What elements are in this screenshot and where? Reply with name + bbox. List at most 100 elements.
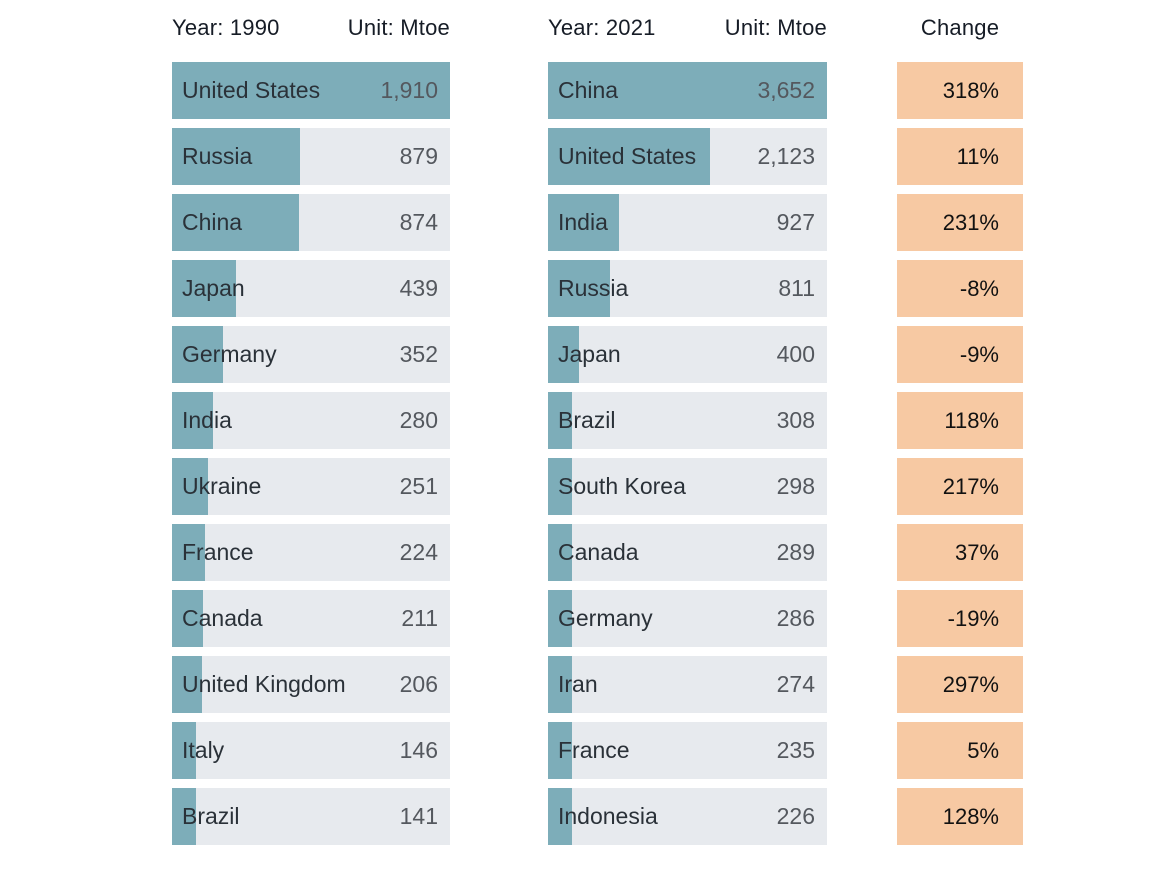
change-cell: -8% [897,260,1023,317]
bar-row: Russia 879 [172,128,450,185]
panel-change: Change 318% 11% 231% -8% -9% 118% 217% 3… [897,14,1023,854]
country-label: United Kingdom [182,671,346,697]
bar-row: Russia 811 [548,260,827,317]
unit-label-1990: Unit: Mtoe [347,15,450,40]
value-label: 289 [776,539,815,565]
bar-fill [172,62,450,119]
country-label: South Korea [558,473,686,499]
country-label: Japan [558,341,621,367]
year-label-1990: Year: 1990 [172,15,280,40]
change-rows: 318% 11% 231% -8% -9% 118% 217% 37% -19%… [897,62,1023,845]
value-label: 879 [399,143,438,169]
bar-fill [548,458,572,515]
change-value: 11% [956,143,999,169]
value-label: 224 [399,539,438,565]
bar-row: Canada 289 [548,524,827,581]
value-label: 3,652 [757,77,815,103]
panel-1990-rows: United States 1,910 Russia 879 China 874… [172,62,450,845]
change-value: -9% [959,341,999,367]
bar-row: United States 2,123 [548,128,827,185]
bar-row: India 927 [548,194,827,251]
value-label: 235 [776,737,815,763]
bar-row: China 874 [172,194,450,251]
country-label: France [182,539,254,565]
change-value: -19% [947,605,999,631]
change-value: 231% [942,209,999,235]
bar-fill [172,260,236,317]
change-cell: 11% [897,128,1023,185]
bar-fill [548,524,572,581]
value-label: 141 [399,803,438,829]
value-label: 206 [399,671,438,697]
bar-fill [548,392,572,449]
country-label: Japan [182,275,245,301]
bar-row: Italy 146 [172,722,450,779]
country-label: Germany [558,605,653,631]
bar-row: Brazil 141 [172,788,450,845]
country-label: China [182,209,243,235]
country-label: India [558,209,608,235]
value-label: 874 [399,209,438,235]
bar-row: Ukraine 251 [172,458,450,515]
country-label: China [558,77,619,103]
bar-row: United States 1,910 [172,62,450,119]
bar-row: Germany 352 [172,326,450,383]
bar-fill [172,326,224,383]
value-label: 146 [399,737,438,763]
value-label: 274 [776,671,815,697]
change-cell: 5% [897,722,1023,779]
bar-fill [548,788,572,845]
value-label: 251 [399,473,438,499]
change-value: 297% [942,671,999,697]
country-label: Russia [182,143,253,169]
change-header-label: Change [920,15,1000,40]
value-label: 280 [399,407,438,433]
change-value: 217% [942,473,999,499]
bar-fill [172,656,203,713]
bar-row: Canada 211 [172,590,450,647]
change-header: Change [897,14,1023,42]
change-value: -8% [959,275,999,301]
bar-row: Iran 274 [548,656,827,713]
country-label: India [182,407,232,433]
change-value: 128% [942,803,999,829]
country-label: Iran [558,671,598,697]
country-label: Brazil [182,803,240,829]
bar-row: Japan 400 [548,326,827,383]
panel-1990: Year: 1990 Unit: Mtoe United States 1,91… [172,14,450,854]
bar-fill [172,194,300,251]
bar-fill [172,722,196,779]
bar-row: France 224 [172,524,450,581]
change-value: 5% [967,737,999,763]
bar-row: France 235 [548,722,827,779]
value-label: 811 [778,275,815,301]
panel-2021-header: Year: 2021 Unit: Mtoe [548,14,827,42]
country-label: United States [182,77,321,103]
value-label: 927 [776,209,815,235]
bar-fill [172,128,300,185]
value-label: 298 [776,473,815,499]
country-label: Canada [182,605,263,631]
bar-row: Germany 286 [548,590,827,647]
change-cell: -19% [897,590,1023,647]
panel-1990-header: Year: 1990 Unit: Mtoe [172,14,450,42]
change-cell: 118% [897,392,1023,449]
unit-label-2021: Unit: Mtoe [724,15,827,40]
panel-2021: Year: 2021 Unit: Mtoe China 3,652 United… [548,14,827,854]
bar-row: Japan 439 [172,260,450,317]
bar-fill [172,590,203,647]
change-cell: 217% [897,458,1023,515]
value-label: 226 [776,803,815,829]
country-label: United States [558,143,697,169]
bar-fill [172,524,205,581]
bar-fill [548,722,572,779]
value-label: 286 [776,605,815,631]
year-label-2021: Year: 2021 [548,15,656,40]
country-label: Canada [558,539,639,565]
change-value: 37% [954,539,999,565]
bar-row: China 3,652 [548,62,827,119]
country-label: Russia [558,275,629,301]
change-value: 118% [944,407,999,433]
change-cell: 231% [897,194,1023,251]
